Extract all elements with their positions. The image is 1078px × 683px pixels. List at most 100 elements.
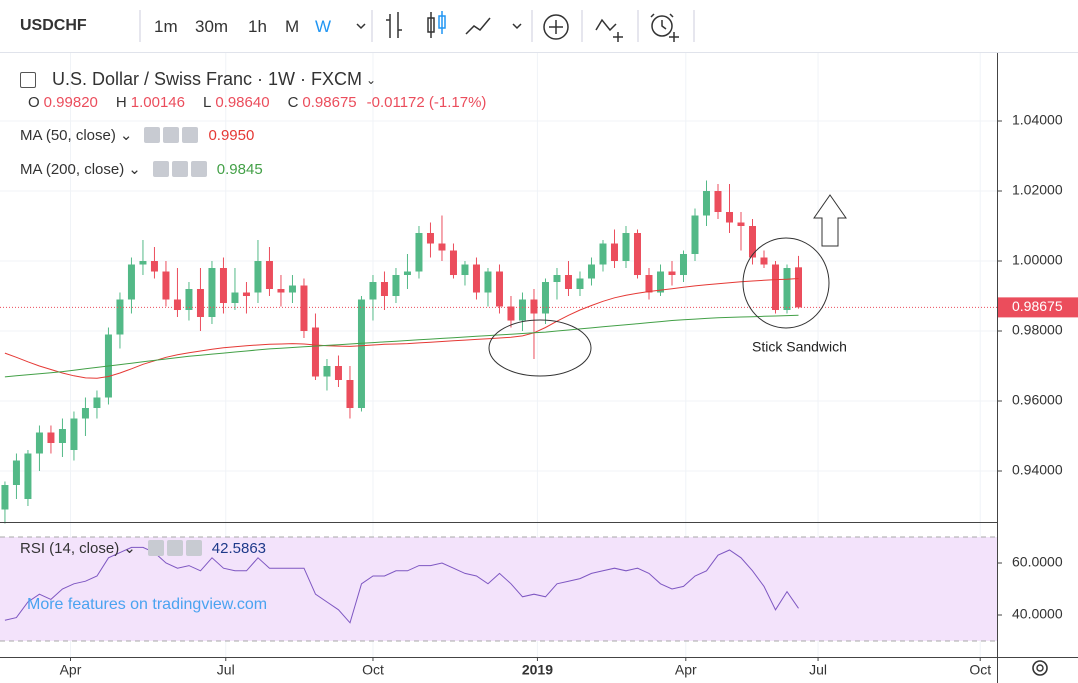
candle-body — [357, 299, 365, 409]
candle-body — [426, 233, 434, 244]
ohlc-label: H — [115, 94, 127, 111]
candle-body — [231, 292, 239, 304]
candle-body — [35, 432, 43, 454]
legend-title: U.S. Dollar / Swiss Franc · 1W · FXCM ⌄ — [20, 69, 376, 90]
candle-body — [346, 380, 354, 409]
indicator-value: 0.9845 — [216, 160, 263, 178]
ma-line — [4, 314, 799, 378]
y-tick-label: 40.0000 — [1012, 606, 1063, 622]
y-tick-label: 1.02000 — [1012, 182, 1063, 198]
candle-body — [461, 264, 469, 276]
y-tick-label: 1.00000 — [1012, 252, 1063, 268]
candle-body — [300, 285, 308, 332]
ohlc-label: C — [287, 94, 299, 111]
y-tick-label: 0.94000 — [1012, 462, 1063, 478]
settings-icon[interactable] — [1032, 660, 1048, 676]
toolbar: USDCHF 1m 30m 1h M W — [0, 0, 1078, 53]
candle-body — [472, 264, 480, 293]
x-tick-label: 2019 — [522, 662, 553, 678]
indicator-name[interactable]: MA (50, close) — [20, 126, 116, 144]
interval[interactable]: 1h — [248, 17, 267, 36]
caret[interactable]: ⌄ — [366, 72, 377, 87]
ohlc-value: 1.00146 — [130, 94, 185, 111]
candle-body — [150, 261, 158, 272]
candle-body — [691, 215, 699, 255]
candle-body — [702, 191, 710, 216]
rsi-legend: RSI (14, close) ⌄ 42.5863 — [20, 539, 267, 558]
candle-body — [564, 275, 572, 290]
indicator-name[interactable]: MA (200, close) — [20, 160, 125, 178]
annotation-ellipse — [742, 237, 830, 329]
interval[interactable]: 1m — [154, 17, 178, 36]
candle-body — [622, 233, 630, 262]
indicator-name[interactable]: RSI (14, close) — [20, 539, 120, 557]
last-price-label: 0.98675 — [1012, 298, 1063, 314]
indicator-controls — [152, 161, 207, 177]
caret[interactable]: ⌄ — [123, 540, 136, 557]
ma-line — [4, 278, 799, 379]
indicator-controls — [147, 540, 202, 556]
ma-legend: MA (50, close) ⌄ 0.9950 — [20, 126, 254, 145]
candle-body — [334, 366, 342, 381]
last-price-box — [998, 297, 1078, 318]
watermark[interactable]: More features on tradingview.com — [27, 596, 268, 613]
y-tick-label: 0.96000 — [1012, 392, 1063, 408]
candle-body — [254, 261, 262, 293]
interval[interactable]: M — [285, 17, 300, 36]
candle-body — [415, 233, 423, 272]
candle-body — [449, 250, 457, 276]
candle-body — [656, 271, 664, 293]
candle-body — [24, 453, 32, 500]
candle-body — [127, 264, 135, 300]
x-tick-label: Apr — [675, 662, 697, 678]
rsi-line — [4, 546, 799, 624]
collapse-icon[interactable] — [20, 71, 36, 88]
candle-body — [507, 306, 515, 321]
candle-body — [438, 243, 446, 251]
indicator-value: 42.5863 — [211, 539, 267, 557]
candle-body — [242, 292, 250, 297]
ohlc-legend: O 0.99820 H 1.00146 L 0.98640 C 0.98675 -0.01172… — [20, 94, 486, 111]
interval[interactable]: 30m — [195, 17, 229, 36]
candle-body — [93, 397, 101, 409]
toolbar-icons — [139, 10, 695, 42]
candle-body — [47, 432, 55, 444]
annotation-ellipse — [488, 319, 592, 377]
candle-body — [714, 191, 722, 213]
candle-body — [771, 264, 779, 311]
annotation-arrow — [813, 194, 847, 247]
x-tick-label: Jul — [809, 662, 827, 678]
candle-body — [116, 299, 124, 335]
candle-body — [185, 289, 193, 311]
caret[interactable]: ⌄ — [119, 127, 133, 144]
candle-body — [783, 268, 791, 311]
marks — [0, 180, 997, 624]
candle-body — [208, 268, 216, 318]
y-tick-label: 60.0000 — [1012, 554, 1063, 570]
candle-body — [760, 257, 768, 265]
rsi-band — [0, 536, 997, 642]
candle-body — [633, 233, 641, 276]
candle-body — [484, 271, 492, 293]
candle-body — [369, 282, 377, 300]
y-tick-label: 0.98000 — [1012, 322, 1063, 338]
x-tick-label: Oct — [969, 662, 991, 678]
instrument-title: U.S. Dollar / Swiss Franc · 1W · FXCM — [52, 69, 363, 89]
x-tick-label: Jul — [217, 662, 235, 678]
interval[interactable]: W — [315, 17, 332, 36]
caret[interactable]: ⌄ — [128, 161, 141, 178]
ohlc-value: 0.99820 — [43, 94, 98, 111]
candle-body — [679, 254, 687, 276]
x-tick-label: Apr — [60, 662, 82, 678]
candle-body — [219, 268, 227, 304]
candle-body — [518, 299, 526, 321]
candle-body — [599, 243, 607, 265]
candle-body — [139, 261, 147, 265]
ohlc-label: L — [202, 94, 212, 111]
candle-body — [81, 408, 89, 419]
candle-body — [288, 285, 296, 293]
ohlc-value: 0.98675 — [302, 94, 357, 111]
symbol[interactable]: USDCHF — [20, 17, 87, 34]
candle-body — [576, 278, 584, 290]
